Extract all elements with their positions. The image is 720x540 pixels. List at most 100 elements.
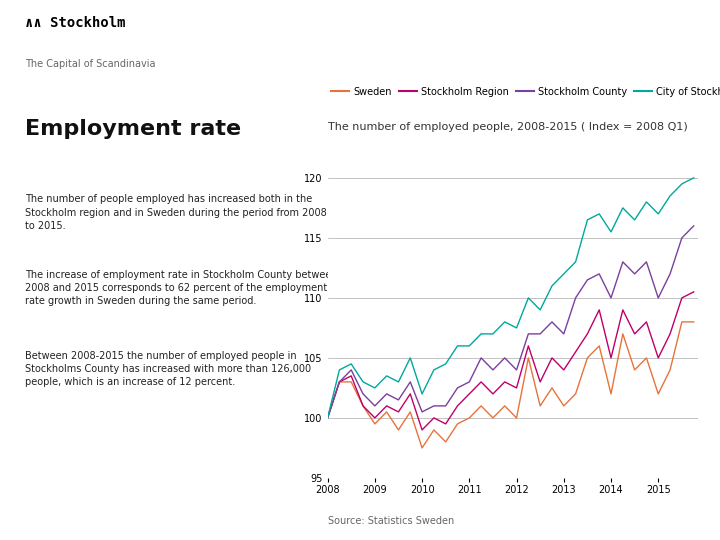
Stockholm Region — [500, 379, 509, 385]
City of Stockholm — [453, 343, 462, 349]
Stockholm County — [595, 271, 603, 277]
Stockholm Region — [642, 319, 651, 325]
Stockholm Region — [524, 343, 533, 349]
Sweden — [477, 403, 485, 409]
Stockholm County — [453, 384, 462, 391]
Stockholm Region — [536, 379, 544, 385]
City of Stockholm — [524, 295, 533, 301]
Text: The Capital of Scandinavia: The Capital of Scandinavia — [24, 59, 156, 70]
Stockholm County — [418, 409, 426, 415]
City of Stockholm — [347, 361, 356, 367]
City of Stockholm — [406, 355, 415, 361]
Stockholm County — [500, 355, 509, 361]
Stockholm Region — [418, 427, 426, 433]
Stockholm Region — [618, 307, 627, 313]
Sweden — [618, 330, 627, 337]
Stockholm County — [359, 390, 367, 397]
City of Stockholm — [394, 379, 402, 385]
Sweden — [441, 438, 450, 445]
City of Stockholm — [477, 330, 485, 337]
Stockholm County — [430, 403, 438, 409]
Sweden — [630, 367, 639, 373]
Sweden — [371, 421, 379, 427]
Sweden — [323, 415, 332, 421]
Sweden — [654, 390, 662, 397]
City of Stockholm — [323, 415, 332, 421]
Stockholm County — [559, 330, 568, 337]
Stockholm County — [347, 367, 356, 373]
Stockholm Region — [335, 379, 343, 385]
City of Stockholm — [689, 174, 698, 181]
City of Stockholm — [418, 390, 426, 397]
City of Stockholm — [571, 259, 580, 265]
Stockholm County — [489, 367, 498, 373]
Stockholm Region — [666, 330, 675, 337]
Stockholm County — [536, 330, 544, 337]
Line: Sweden: Sweden — [328, 322, 693, 448]
Stockholm County — [323, 415, 332, 421]
Stockholm Region — [607, 355, 616, 361]
Legend: Sweden, Stockholm Region, Stockholm County, City of Stockholm: Sweden, Stockholm Region, Stockholm Coun… — [328, 83, 720, 100]
Sweden — [359, 403, 367, 409]
Line: Stockholm Region: Stockholm Region — [328, 292, 693, 430]
Sweden — [548, 384, 557, 391]
Stockholm Region — [512, 384, 521, 391]
Sweden — [382, 409, 391, 415]
Stockholm Region — [559, 367, 568, 373]
Stockholm County — [630, 271, 639, 277]
Stockholm County — [642, 259, 651, 265]
City of Stockholm — [678, 181, 686, 187]
Sweden — [583, 355, 592, 361]
Sweden — [571, 390, 580, 397]
Text: ∧∧ Stockholm: ∧∧ Stockholm — [24, 16, 125, 30]
Sweden — [512, 415, 521, 421]
Stockholm Region — [465, 390, 474, 397]
Stockholm Region — [689, 289, 698, 295]
Sweden — [689, 319, 698, 325]
City of Stockholm — [500, 319, 509, 325]
Stockholm Region — [477, 379, 485, 385]
Sweden — [536, 403, 544, 409]
Sweden — [335, 379, 343, 385]
Sweden — [678, 319, 686, 325]
Stockholm County — [618, 259, 627, 265]
City of Stockholm — [630, 217, 639, 223]
Stockholm County — [583, 276, 592, 283]
Stockholm County — [548, 319, 557, 325]
Stockholm County — [666, 271, 675, 277]
Stockholm Region — [347, 373, 356, 379]
Stockholm County — [465, 379, 474, 385]
Sweden — [666, 367, 675, 373]
Line: Stockholm County: Stockholm County — [328, 226, 693, 418]
Sweden — [465, 415, 474, 421]
Stockholm Region — [571, 349, 580, 355]
Sweden — [559, 403, 568, 409]
Sweden — [406, 409, 415, 415]
City of Stockholm — [335, 367, 343, 373]
Stockholm County — [335, 379, 343, 385]
Stockholm County — [571, 295, 580, 301]
City of Stockholm — [666, 193, 675, 199]
Sweden — [453, 421, 462, 427]
Stockholm County — [678, 235, 686, 241]
Sweden — [489, 415, 498, 421]
City of Stockholm — [382, 373, 391, 379]
Stockholm County — [371, 403, 379, 409]
Stockholm Region — [583, 330, 592, 337]
City of Stockholm — [512, 325, 521, 331]
Stockholm Region — [359, 403, 367, 409]
Text: Between 2008-2015 the number of employed people in
Stockholms County has increas: Between 2008-2015 the number of employed… — [24, 351, 311, 387]
Stockholm County — [382, 390, 391, 397]
Stockholm County — [441, 403, 450, 409]
Stockholm County — [406, 379, 415, 385]
Sweden — [418, 444, 426, 451]
Stockholm Region — [678, 295, 686, 301]
Stockholm Region — [394, 409, 402, 415]
City of Stockholm — [548, 282, 557, 289]
Stockholm Region — [548, 355, 557, 361]
Stockholm Region — [406, 390, 415, 397]
City of Stockholm — [583, 217, 592, 223]
City of Stockholm — [536, 307, 544, 313]
Text: The number of employed people, 2008-2015 ( Index = 2008 Q1): The number of employed people, 2008-2015… — [328, 122, 688, 132]
City of Stockholm — [441, 361, 450, 367]
